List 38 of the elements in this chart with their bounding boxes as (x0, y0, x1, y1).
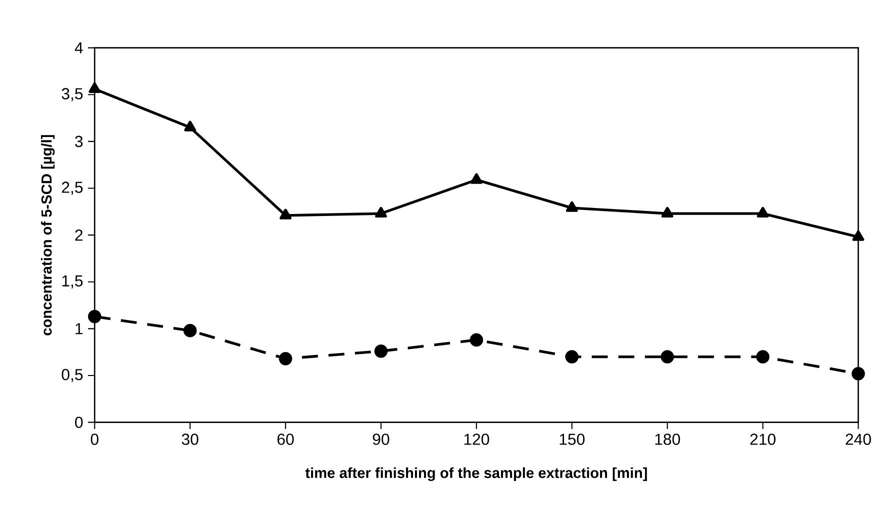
x-tick-label: 30 (182, 434, 198, 445)
point (566, 201, 578, 212)
point (565, 350, 579, 364)
point (374, 344, 388, 358)
x-tick-label: 90 (372, 434, 390, 445)
y-tick-label: 3 (75, 136, 83, 148)
point (88, 310, 102, 324)
y-tick-label: 0,5 (62, 368, 83, 382)
point (660, 350, 674, 364)
point (470, 333, 484, 347)
y-tick-label: 3,5 (62, 88, 83, 102)
y-axis-title: concentration of 5-SCD [µg/l] (41, 135, 55, 336)
y-tick-label: 2,5 (62, 182, 83, 195)
x-tick-label: 150 (560, 434, 585, 445)
y-tick-label: 1,5 (62, 275, 83, 288)
y-tick-label: 1 (76, 323, 83, 334)
point (280, 208, 292, 220)
point (756, 206, 769, 218)
point (852, 230, 864, 241)
x-tick-label: 120 (464, 434, 490, 445)
x-tick-label: 180 (655, 434, 680, 445)
x-tick-label: 60 (277, 434, 294, 445)
point (852, 366, 865, 380)
y-tick-label: 4 (74, 42, 83, 54)
point (470, 173, 482, 184)
point (88, 82, 101, 93)
x-tick-label: 210 (750, 434, 776, 445)
point (756, 350, 770, 364)
x-tick-label: 240 (846, 434, 871, 445)
point (661, 206, 674, 218)
x-axis-title: time after finishing of the sample extraction [min] (305, 467, 647, 482)
y-tick-label: 2 (75, 230, 82, 241)
x-tick-label: 0 (90, 434, 98, 445)
point (278, 352, 292, 366)
point (183, 324, 197, 338)
y-tick-label: 0 (75, 416, 83, 428)
point (184, 120, 196, 132)
point (375, 206, 387, 218)
